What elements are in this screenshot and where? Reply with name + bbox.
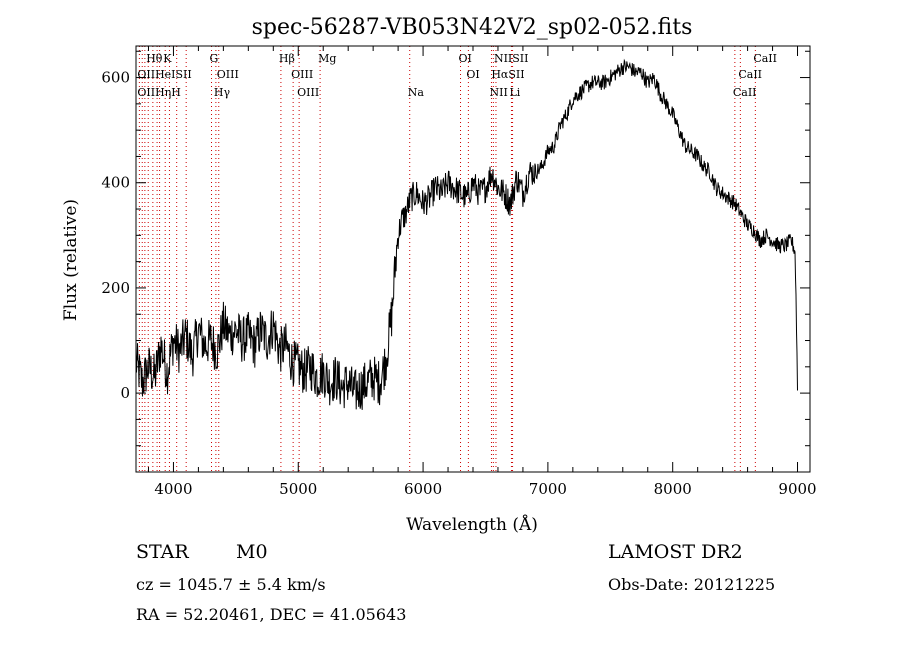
emission-line-label: CaII <box>733 86 757 99</box>
emission-line-label: OIIHeISII <box>137 68 191 81</box>
emission-line-label: NII <box>489 86 507 99</box>
coordinates: RA = 52.20461, DEC = 41.05643 <box>136 605 406 624</box>
axis-ticks: 4000 5000 6000 7000 8000 9000 0 200 400 600 <box>101 46 817 498</box>
x-tick-label: 6000 <box>404 480 442 498</box>
object-type: STAR <box>136 541 189 563</box>
emission-line-markers <box>138 46 756 472</box>
emission-line-label: NIISII <box>494 52 529 65</box>
emission-line-label: CaII <box>753 52 777 65</box>
y-tick-label: 400 <box>101 174 130 192</box>
x-tick-label: 8000 <box>654 480 692 498</box>
x-tick-label: 5000 <box>279 480 317 498</box>
emission-line-label: OIII <box>291 68 313 81</box>
x-tick-label: 4000 <box>154 480 192 498</box>
emission-line-label: OI <box>466 68 479 81</box>
y-tick-label: 600 <box>101 69 130 87</box>
emission-line-label: K <box>163 52 172 65</box>
y-tick-label: 200 <box>101 279 130 297</box>
emission-line-label: Hβ <box>279 52 295 65</box>
x-tick-label: 7000 <box>529 480 567 498</box>
y-tick-label: 0 <box>120 384 130 402</box>
x-tick-label: 9000 <box>778 480 816 498</box>
emission-line-label: HαSII <box>491 68 524 81</box>
emission-line-label: Hθ <box>146 52 163 65</box>
emission-line-label: OIII <box>297 86 319 99</box>
emission-line-label: Na <box>408 86 425 99</box>
emission-line-label: CaII <box>738 68 762 81</box>
emission-line-label: Hγ <box>214 86 231 99</box>
emission-line-label: Li <box>509 86 520 99</box>
emission-line-label: G <box>210 52 219 65</box>
emission-line-label: OI <box>459 52 472 65</box>
plot-frame <box>135 45 811 473</box>
x-axis-label: Wavelength (Å) <box>406 514 538 535</box>
emission-line-label: OIII <box>217 68 239 81</box>
emission-line-label: Mg <box>318 52 336 65</box>
survey-name: LAMOST DR2 <box>608 541 743 563</box>
y-axis-label: Flux (relative) <box>61 199 81 321</box>
chart-title: spec-56287-VB053N42V2_sp02-052.fits <box>252 15 693 40</box>
subclass: M0 <box>236 541 268 563</box>
emission-line-labels: Hθ K G Hβ Mg OI NIISII CaII OIIHeISII OIII OIII OI H… <box>137 52 777 99</box>
redshift-text: cz = 1045.7 ± 5.4 km/s <box>136 575 326 594</box>
spectrum-line <box>135 58 798 410</box>
emission-line-label: OIIHηH <box>137 86 180 99</box>
obs-date: Obs-Date: 20121225 <box>608 575 775 594</box>
